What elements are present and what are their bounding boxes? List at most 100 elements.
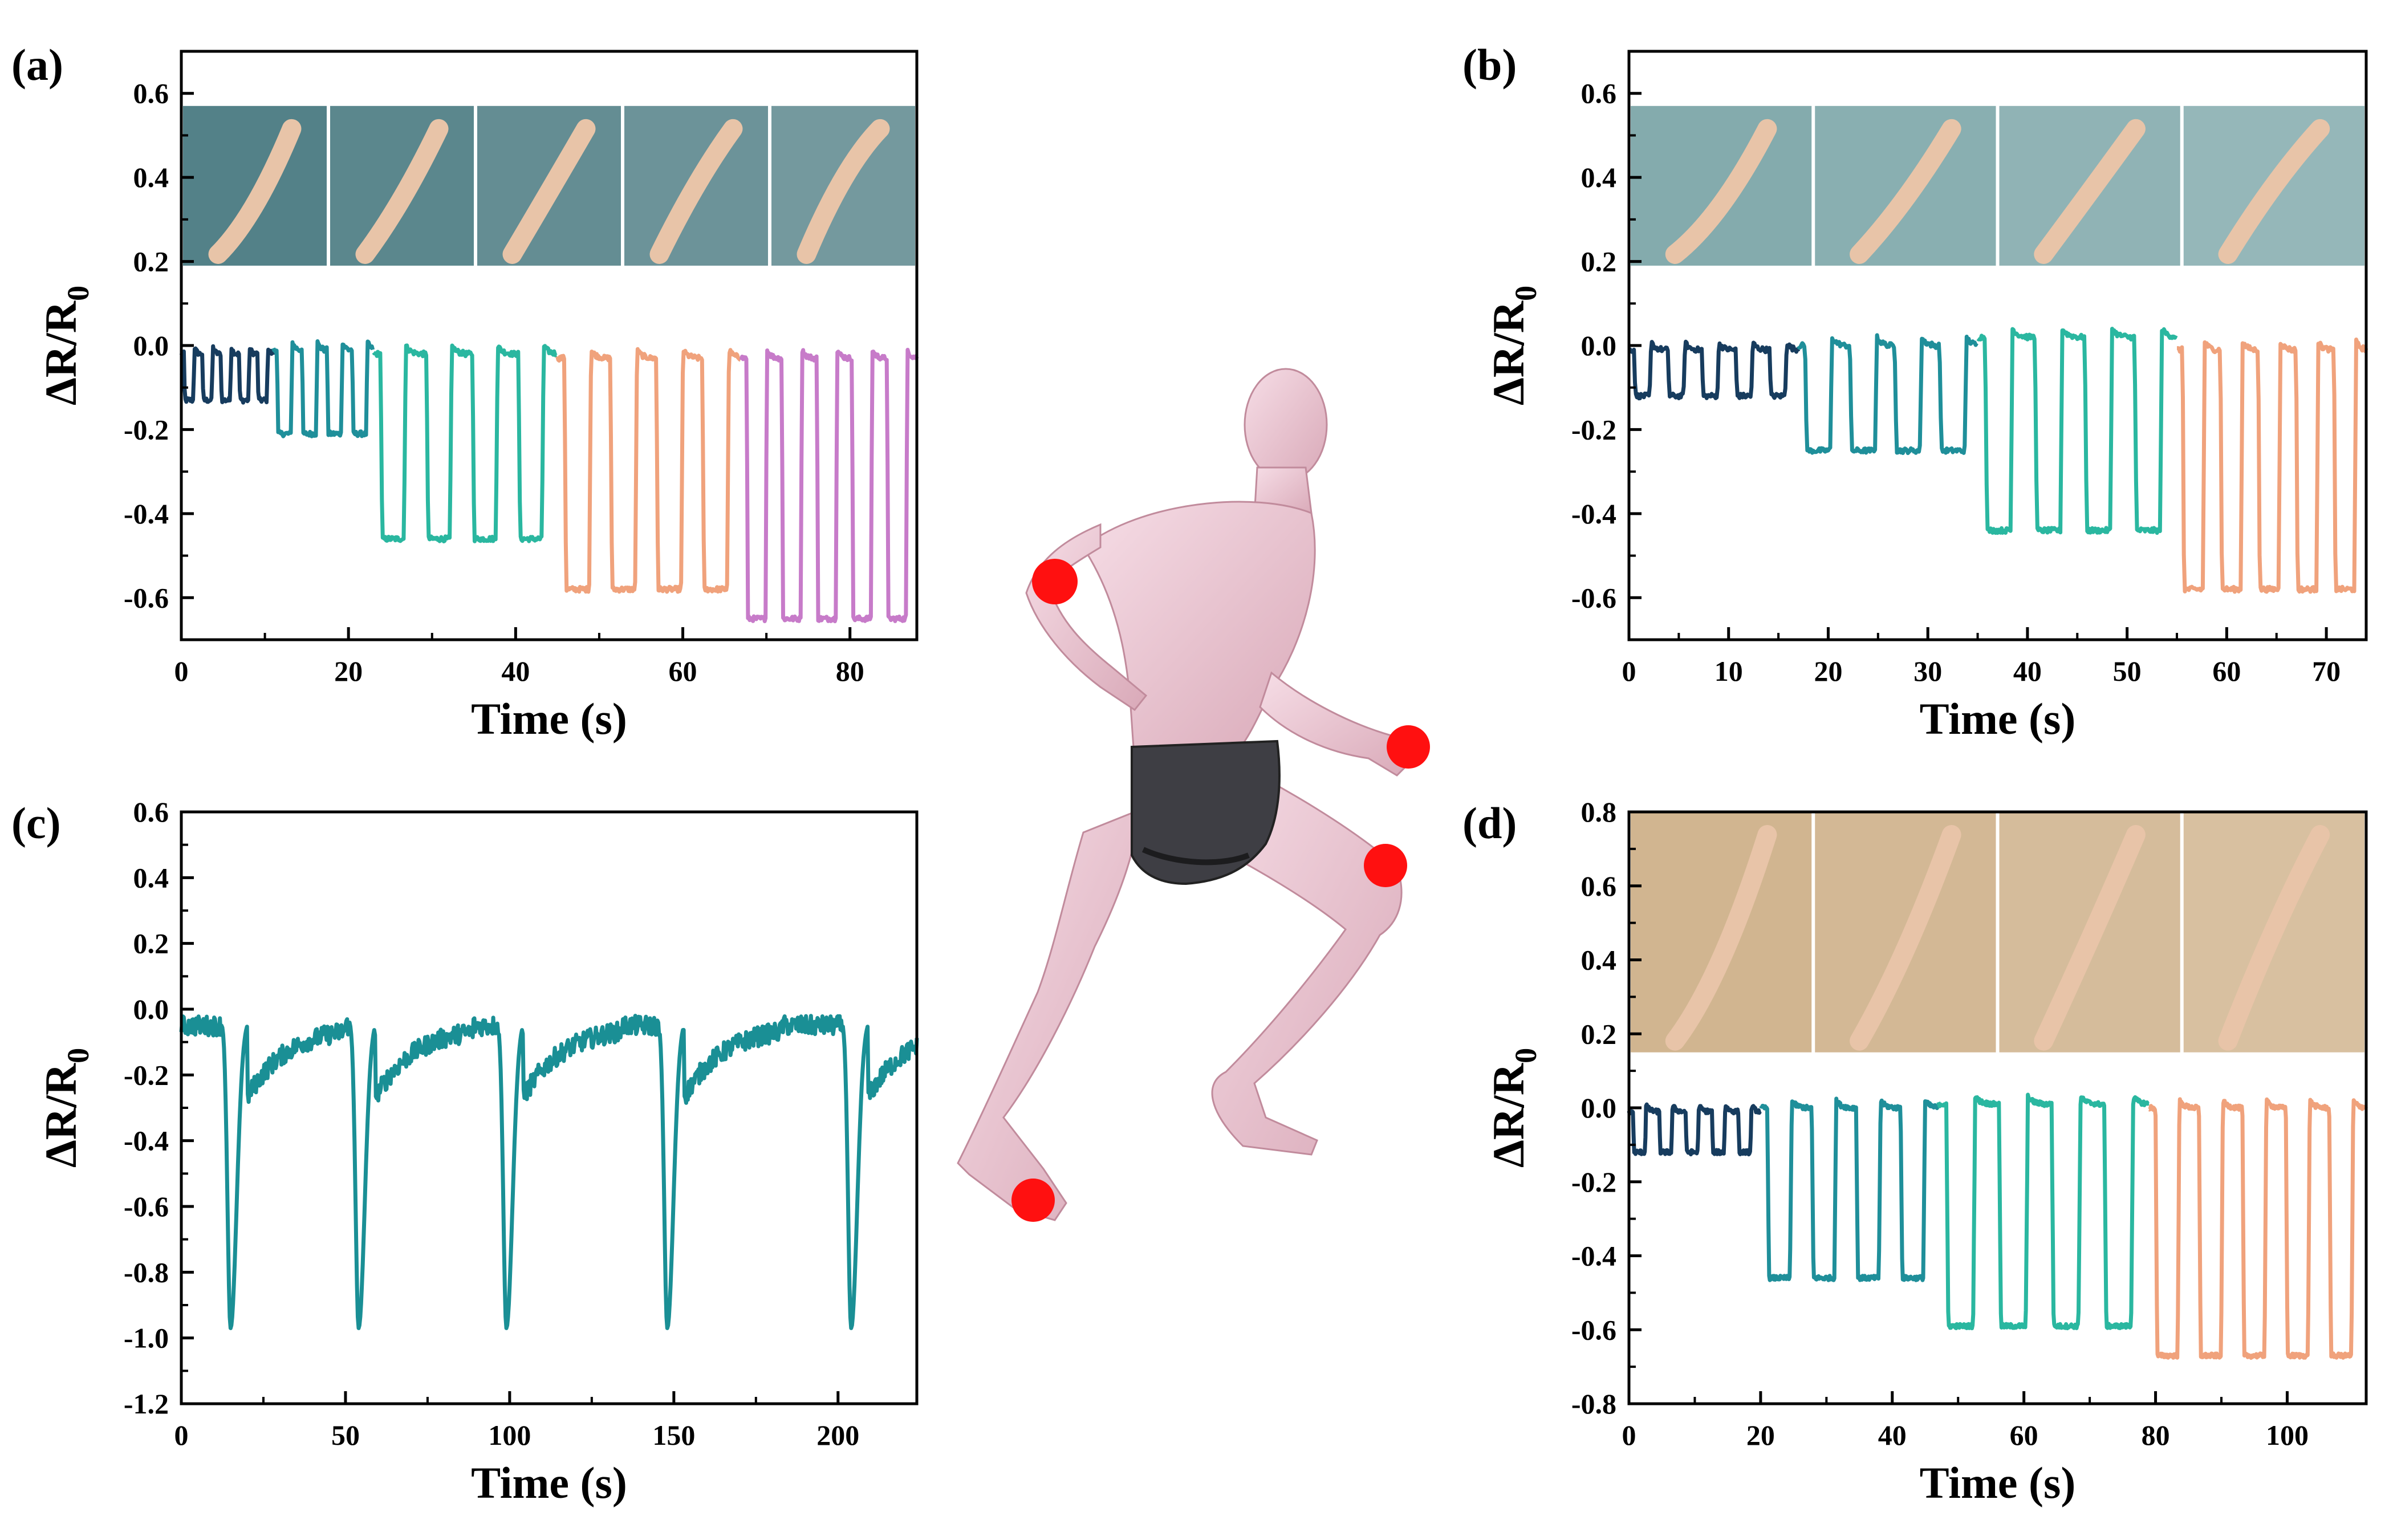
knee-bending-photo-strip-icon-limb-4 xyxy=(2218,825,2330,1051)
finger-bending-photo-strip-icon-limb-4 xyxy=(2218,119,2330,264)
panel-label-c: (c) xyxy=(11,798,61,848)
panel-a-y-tick-label: -0.6 xyxy=(124,582,169,613)
panel-d-y-tick-label: 0.2 xyxy=(1581,1018,1617,1050)
panel-d-series-stage-1 xyxy=(1627,1102,1762,1157)
runner-head xyxy=(1244,368,1328,482)
panel-a-x-axis-title: Time (s) xyxy=(471,694,627,743)
runner-front-arm xyxy=(1259,671,1416,777)
panel-b-x-tick-label: 70 xyxy=(2312,655,2341,687)
arm-bending-photo-strip-icon-limb-2 xyxy=(355,119,449,264)
panel-a-series-stage-3 xyxy=(372,343,558,543)
panel-a-series-stage-1 xyxy=(179,344,275,405)
panel-d-x-tick-label: 80 xyxy=(2142,1419,2170,1451)
panel-d-y-tick-label: 0.8 xyxy=(1581,796,1617,828)
panel-d-x-tick-label: 100 xyxy=(2266,1419,2309,1451)
panel-c-plot-frame xyxy=(180,810,919,1405)
panel-c-y-tick-label: -1.2 xyxy=(124,1388,169,1420)
panel-a-y-tick-label: -0.2 xyxy=(124,413,169,445)
panel-b-photo-strip xyxy=(1631,105,2364,266)
panel-c-y-axis-title: ΔR/R0 xyxy=(36,1048,95,1168)
panel-a-x-tick-label: 40 xyxy=(501,655,530,687)
panel-b-y-tick-label: -0.2 xyxy=(1571,413,1616,445)
knee-bending-photo-strip-icon-1 xyxy=(1631,812,1812,1053)
panel-c-y-tick-label: -0.2 xyxy=(124,1059,169,1091)
panel-a-x-tick-label: 0 xyxy=(174,655,189,687)
panel-b-x-tick-label: 10 xyxy=(1714,655,1743,687)
panel-c-ticks: 0 50 100 150 200 0.6 0.4 0.2 0.0 -0.2 -0.4 -0.6 -0.8… xyxy=(124,796,859,1451)
runner-shorts-band xyxy=(1141,847,1250,866)
running-man-icon xyxy=(957,368,1430,1222)
panel-a-y-tick-label: 0.6 xyxy=(133,78,169,109)
knee-bending-photo-strip-icon-limb-1 xyxy=(1665,825,1777,1051)
panel-a-series xyxy=(179,339,919,624)
panel-c: (c) 0 50 100 150 200 0.6 0.4 0.2 0.0 -0.2 -0.4 -0.6… xyxy=(11,796,919,1508)
panel-a-ticks: 0 20 40 60 80 0.6 0.4 0.2 0.0 -0.2 -0.4 -0.6 xyxy=(124,78,864,687)
panel-c-x-tick-label: 0 xyxy=(174,1419,189,1451)
panel-d-x-axis-title: Time (s) xyxy=(1920,1458,2076,1508)
panel-d-ticks: 0 20 40 60 80 100 0.8 0.6 0.4 0.2 0.0 -0.2 -0.4 -0.6 -… xyxy=(1571,796,2309,1451)
panel-d-photo-strip xyxy=(1631,812,2364,1053)
panel-c-x-tick-label: 50 xyxy=(331,1419,360,1451)
panel-label-d: (d) xyxy=(1462,798,1517,848)
panel-b-y-tick-label: -0.4 xyxy=(1571,498,1616,530)
panel-a-y-tick-label: 0.0 xyxy=(133,330,169,361)
panel-a-x-tick-label: 20 xyxy=(334,655,363,687)
panel-label-a: (a) xyxy=(11,40,63,90)
panel-c-y-tick-label: 0.6 xyxy=(133,796,169,828)
panel-a-y-tick-label: 0.2 xyxy=(133,246,169,278)
panel-d-series xyxy=(1627,1092,2368,1360)
panel-c-x-tick-label: 100 xyxy=(488,1419,531,1451)
panel-d-x-tick-label: 60 xyxy=(2010,1419,2038,1451)
panel-d-x-tick-label: 40 xyxy=(1878,1419,1907,1451)
ankle-marker xyxy=(1011,1179,1055,1222)
panel-b-x-tick-label: 20 xyxy=(1814,655,1842,687)
panel-a-x-tick-label: 60 xyxy=(669,655,697,687)
arm-bending-photo-strip-icon-limb-4 xyxy=(649,119,743,264)
panel-c-series-ankle-signal xyxy=(179,1014,919,1330)
panel-c-y-tick-label: -0.6 xyxy=(124,1190,169,1222)
panel-b-series-stage-1 xyxy=(1628,339,1801,401)
elbow-marker xyxy=(1032,559,1078,604)
finger-bending-photo-strip-icon-limb-1 xyxy=(1665,119,1777,264)
panel-d-series-stage-3 xyxy=(1936,1092,2151,1331)
panel-b-x-axis-title: Time (s) xyxy=(1920,694,2076,743)
finger-bending-photo-strip-icon-1 xyxy=(1631,105,1812,266)
panel-a-series-stage-2 xyxy=(271,339,375,438)
finger-bending-photo-strip-icon-limb-2 xyxy=(1850,119,1961,264)
panel-b-series-stage-4 xyxy=(2176,338,2368,594)
panel-c-y-tick-label: 0.0 xyxy=(133,993,169,1025)
panel-a-x-tick-label: 80 xyxy=(836,655,864,687)
panel-b-x-tick-label: 0 xyxy=(1622,655,1636,687)
panel-d: (d) 0 20 40 60 80 100 0.8 0.6 0.4 0.2 0.0 -0.2 -0.4 -… xyxy=(1462,796,2368,1508)
panel-b-series-stage-3 xyxy=(1976,327,2178,535)
panel-a-series-stage-4 xyxy=(555,347,742,594)
panel-b-ticks: 0 10 20 30 40 50 60 70 0.6 0.4 0.2 0.0 -0.2 -0.4 -0.6 xyxy=(1571,78,2341,687)
panel-d-y-tick-label: 0.0 xyxy=(1581,1092,1617,1124)
panel-c-y-tick-label: 0.4 xyxy=(133,862,169,893)
wrist-marker xyxy=(1387,725,1430,769)
panel-d-y-tick-label: 0.4 xyxy=(1581,944,1617,976)
panel-b-y-tick-label: 0.2 xyxy=(1581,246,1617,278)
panel-b-y-tick-label: 0.6 xyxy=(1581,78,1617,109)
panel-c-series xyxy=(179,1014,919,1330)
panel-d-x-tick-label: 0 xyxy=(1622,1419,1636,1451)
panel-b-y-axis-title: ΔR/R0 xyxy=(1484,286,1543,405)
panel-c-x-tick-label: 200 xyxy=(816,1419,859,1451)
panel-b-y-tick-label: 0.4 xyxy=(1581,161,1617,193)
panel-b-series xyxy=(1628,327,2368,594)
panel-c-x-axis-title: Time (s) xyxy=(471,1458,627,1508)
panel-b-y-tick-label: -0.6 xyxy=(1571,582,1616,613)
knee-bending-photo-strip-icon-limb-3 xyxy=(2034,825,2146,1051)
panel-b-x-tick-label: 60 xyxy=(2212,655,2241,687)
panel-d-y-tick-label: -0.4 xyxy=(1571,1240,1616,1272)
panel-c-y-tick-label: -1.0 xyxy=(124,1322,169,1354)
panel-a-series-stage-5 xyxy=(739,348,919,624)
panel-a-y-axis-title: ΔR/R0 xyxy=(36,286,95,405)
panel-a: (a) 0 20 40 60 80 0.6 0.4 0.2 0.0 -0.2 -0.4 -0.6 Ti… xyxy=(11,40,919,743)
panel-b-x-tick-label: 50 xyxy=(2113,655,2142,687)
panel-d-x-tick-label: 20 xyxy=(1746,1419,1775,1451)
panel-d-series-stage-4 xyxy=(2147,1097,2368,1360)
finger-bending-photo-strip-icon-limb-3 xyxy=(2034,119,2146,264)
